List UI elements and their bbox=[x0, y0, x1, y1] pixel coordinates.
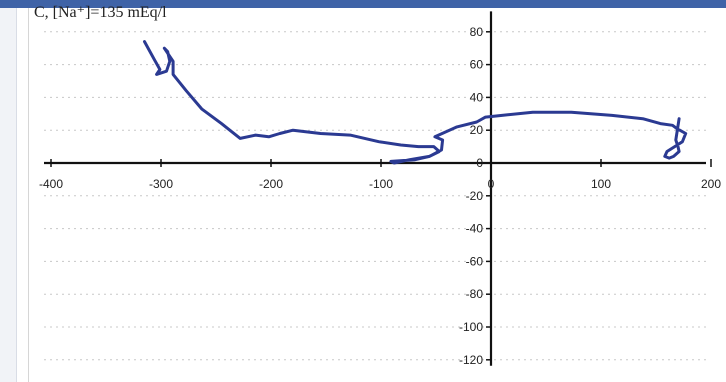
y-tick-label: 40 bbox=[470, 90, 484, 104]
x-tick-label: 100 bbox=[591, 177, 611, 191]
x-tick-label: -400 bbox=[39, 177, 63, 191]
window-top-bar bbox=[0, 0, 726, 8]
y-tick-label: 60 bbox=[470, 58, 484, 72]
y-tick-label: -60 bbox=[466, 254, 484, 268]
y-tick-label: 20 bbox=[470, 123, 484, 137]
x-tick-label: -200 bbox=[259, 177, 283, 191]
y-tick-label: 80 bbox=[470, 25, 484, 39]
x-tick-label: -300 bbox=[149, 177, 173, 191]
y-tick-label: -20 bbox=[466, 189, 484, 203]
chart-axes bbox=[44, 11, 706, 366]
left-border-line bbox=[28, 8, 29, 382]
chart-grid bbox=[44, 31, 706, 361]
chart-series bbox=[143, 40, 688, 165]
chart-title: C, [Na⁺]=135 mEq/l bbox=[34, 4, 167, 21]
x-tick-label: 0 bbox=[488, 177, 495, 191]
y-tick-label: -100 bbox=[459, 320, 483, 334]
y-tick-label: -40 bbox=[466, 222, 484, 236]
y-axis-ticks: 80 60 40 20 0 -20 -40 -60 -80 -100 -120 bbox=[459, 25, 492, 367]
y-tick-label: -80 bbox=[466, 287, 484, 301]
series-line-1 bbox=[143, 40, 688, 165]
x-tick-label: 200 bbox=[701, 177, 721, 191]
y-tick-label: 0 bbox=[476, 156, 483, 170]
y-tick-label: -120 bbox=[459, 353, 483, 367]
left-margin-strip bbox=[0, 8, 17, 382]
x-axis-ticks: -400 -300 -200 -100 0 100 200 bbox=[39, 159, 721, 191]
x-tick-label: -100 bbox=[369, 177, 393, 191]
